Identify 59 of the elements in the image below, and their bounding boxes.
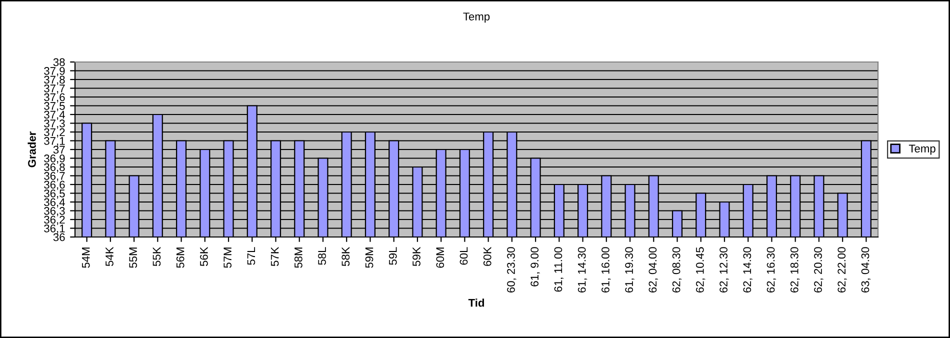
x-tick-label: 59K <box>412 246 420 266</box>
x-tick-label: 60, 23.30 <box>507 247 516 292</box>
y-tick-label: 37,8 <box>44 76 65 85</box>
x-tick-label: 62, 16.30 <box>766 247 776 292</box>
y-tick-label: 37,5 <box>44 102 65 112</box>
x-tick-label: 58M <box>294 248 302 268</box>
y-tick-label: 37,6 <box>44 93 65 102</box>
x-tick-label: 61, 16.00 <box>602 247 611 292</box>
y-tick-label: 37,7 <box>44 84 65 94</box>
y-tick-label: 36,2 <box>44 216 65 225</box>
x-tick-label: 62, 08.30 <box>672 247 682 292</box>
y-tick-label: 36,7 <box>44 172 65 182</box>
x-axis-title: Tid <box>468 298 484 307</box>
x-tick-label: 62, 14.30 <box>743 247 752 292</box>
y-tick-label: 36,9 <box>44 154 65 164</box>
x-tick-label: 57M <box>224 248 232 268</box>
x-tick-label: 57K <box>270 246 279 266</box>
x-tick-label: 62, 20.30 <box>814 247 824 292</box>
x-tick-label: 61, 19.30 <box>625 247 634 292</box>
x-tick-label: 59M <box>365 248 374 268</box>
y-tick-label: 36 <box>53 233 65 242</box>
x-tick-label: 55K <box>152 246 161 266</box>
x-tick-label: 60L <box>460 247 468 265</box>
x-tick-label: 57L <box>247 247 256 265</box>
y-tick-label: 36,6 <box>44 180 65 190</box>
y-tick-label: 38 <box>53 58 65 66</box>
x-tick-label: 56M <box>176 248 184 268</box>
y-tick-label: 37 <box>53 146 65 154</box>
y-tick-label: 36,8 <box>44 163 65 172</box>
x-tick-label: 62, 18.30 <box>790 247 800 292</box>
x-tick-label: 58K <box>342 246 350 266</box>
x-tick-label: 59L <box>388 247 397 265</box>
x-tick-label: 56K <box>200 246 208 266</box>
x-tick-label: 54M <box>82 248 90 268</box>
y-tick-label: 36,3 <box>44 207 65 216</box>
x-tick-label: 60K <box>483 246 492 266</box>
y-axis-title: Grader <box>28 131 36 168</box>
y-tick-label: 37,2 <box>44 128 65 138</box>
y-tick-label: 36,4 <box>44 198 65 208</box>
x-tick-label: 62, 04.00 <box>648 247 658 292</box>
x-tick-label: 62, 12.30 <box>720 247 729 292</box>
y-tick-label: 36,1 <box>44 224 65 234</box>
x-tick-label: 61, 9.00 <box>530 247 540 286</box>
y-tick-label: 36,5 <box>44 190 65 199</box>
y-tick-label: 37,4 <box>44 110 65 120</box>
x-tick-label: 61, 11.00 <box>554 247 564 292</box>
x-tick-label: 62, 10.45 <box>696 247 706 292</box>
x-tick-label: 63, 04.30 <box>861 247 870 292</box>
x-tick-label: 54K <box>106 246 114 266</box>
x-tick-label: 61, 14.30 <box>578 247 588 292</box>
x-tick-label: 58L <box>318 247 326 265</box>
x-tick-label: 62, 22.00 <box>838 247 847 292</box>
chart-title: Temp <box>463 12 490 23</box>
y-tick-label: 37,9 <box>44 67 65 76</box>
legend-label: Temp <box>908 144 936 155</box>
x-tick-label: 60M <box>436 248 444 268</box>
y-tick-label: 37,3 <box>44 120 65 129</box>
y-tick-label: 37,1 <box>44 137 65 146</box>
x-tick-label: 55M <box>129 248 138 268</box>
